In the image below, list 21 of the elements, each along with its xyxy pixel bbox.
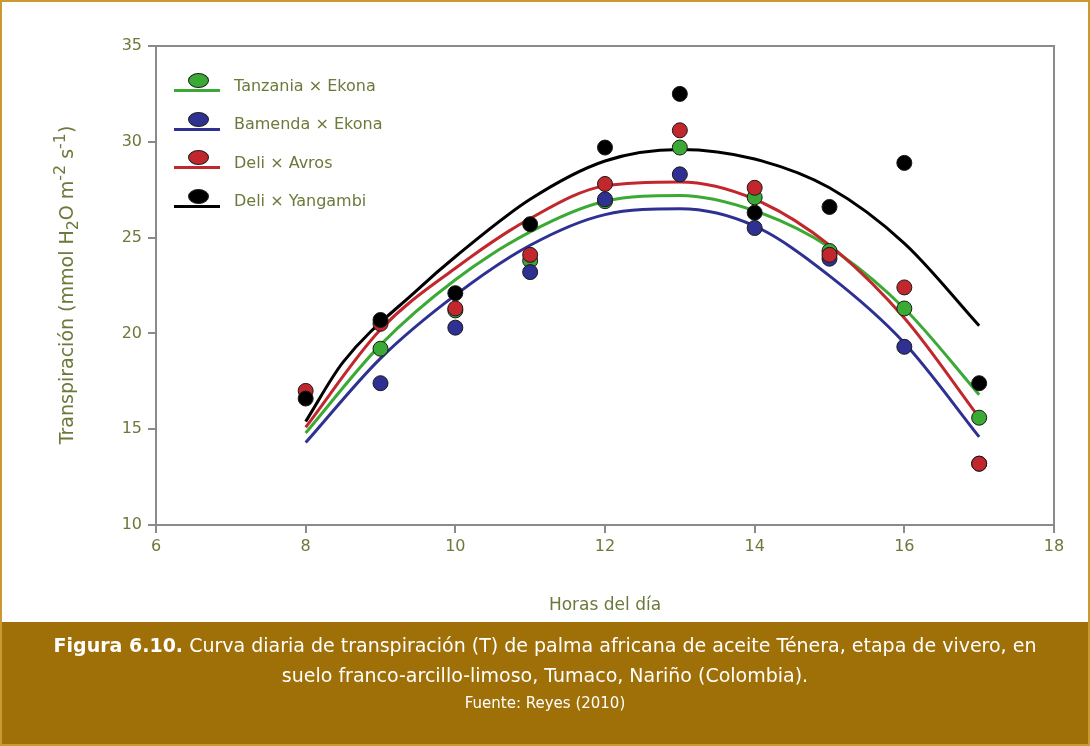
x-tick-label: 10 (445, 535, 466, 555)
y-tick-label: 25 (121, 226, 142, 246)
y-tick-label: 20 (121, 322, 142, 342)
x-tick-label: 8 (300, 535, 311, 555)
legend-label: Tanzania × Ekona (234, 75, 376, 95)
x-tick-label: 12 (594, 535, 616, 555)
y-tick-label: 30 (121, 130, 142, 150)
y-tick-label: 10 (121, 514, 142, 534)
x-tick-label: 16 (894, 535, 915, 555)
legend-label: Deli × Yangambi (234, 191, 367, 211)
legend-label: Deli × Avros (234, 152, 333, 172)
source-note: Fuente: Reyes (2010) (463, 694, 627, 712)
legend-label: Bamenda × Ekona (234, 114, 383, 134)
y-tick-label: 15 (121, 418, 142, 438)
x-axis-title: Horas del día (548, 594, 662, 615)
x-tick-label: 18 (1043, 535, 1065, 555)
x-tick-label: 6 (150, 535, 162, 555)
x-tick-label: 14 (744, 535, 765, 555)
y-tick-label: 35 (121, 35, 142, 55)
text: Figura 6.10. (53, 634, 184, 656)
text: Curva diaria de transpiración (T) de palma africana de aceite Ténera, etapa de vivero, en suelo franco-arcillo-limoso, Tumaco, Nariño (Colombia). (189, 634, 1037, 686)
